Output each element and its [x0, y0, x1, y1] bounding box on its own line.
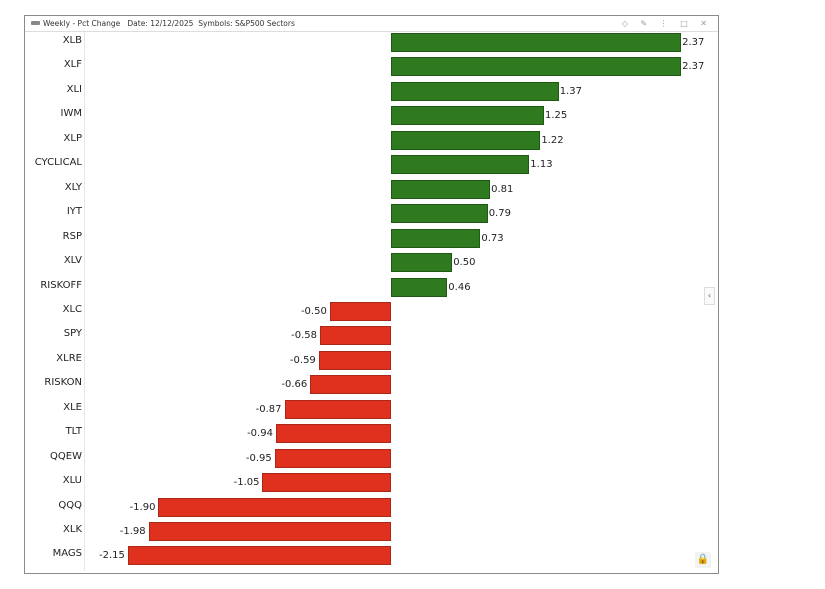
bar[interactable]	[310, 375, 391, 395]
bar[interactable]	[391, 155, 530, 175]
value-label: -1.90	[129, 501, 156, 513]
category-label: XLI	[66, 83, 82, 95]
bar[interactable]	[391, 130, 541, 150]
value-label: -2.15	[98, 550, 125, 562]
bar[interactable]	[391, 228, 481, 248]
bar[interactable]	[391, 204, 488, 224]
value-label: 2.37	[682, 61, 705, 73]
value-label: 1.13	[530, 159, 553, 171]
category-label: XLE	[63, 401, 82, 413]
bar[interactable]	[127, 546, 391, 566]
value-label: -1.05	[233, 477, 260, 489]
lock-icon[interactable]: 🔒	[695, 552, 711, 568]
window-controls[interactable]: ◇ ✎ ⋮ □ ✕	[621, 19, 712, 28]
value-label: -0.66	[281, 379, 308, 391]
bar[interactable]	[391, 179, 491, 199]
category-label: XLC	[62, 303, 82, 315]
collapse-panel-icon[interactable]: ‹	[704, 287, 715, 305]
bar[interactable]	[391, 106, 544, 126]
value-label: 1.25	[545, 110, 568, 122]
category-label: CYCLICAL	[34, 157, 82, 169]
category-label: RISKOFF	[40, 279, 82, 291]
bar[interactable]	[284, 399, 391, 419]
bar[interactable]	[391, 253, 453, 273]
value-label: 0.50	[453, 257, 476, 269]
window-icon	[31, 21, 40, 25]
category-label: RISKON	[44, 377, 82, 389]
category-label: IWM	[60, 108, 82, 120]
value-label: -0.94	[247, 428, 273, 440]
value-label: -0.50	[300, 305, 327, 317]
bar[interactable]	[391, 81, 559, 101]
value-label: -0.58	[291, 330, 318, 342]
chart-window: Weekly - Pct Change Date: 12/12/2025 Sym…	[24, 15, 719, 574]
window-title: Weekly - Pct Change Date: 12/12/2025 Sym…	[43, 19, 295, 28]
category-label: XLF	[63, 59, 82, 71]
category-label: MAGS	[52, 548, 82, 560]
value-label: 0.81	[491, 183, 514, 195]
axis-separator	[84, 32, 85, 571]
value-label: -1.98	[119, 526, 146, 537]
value-label: 0.73	[481, 232, 504, 244]
value-label: 2.37	[682, 37, 705, 48]
category-label: XLK	[63, 524, 82, 535]
category-label: IYT	[66, 206, 82, 218]
bar[interactable]	[158, 497, 391, 517]
category-label: XLV	[63, 255, 82, 267]
category-label: SPY	[63, 328, 82, 340]
category-label: XLP	[63, 132, 82, 144]
bar[interactable]	[262, 473, 391, 493]
category-label: QQEW	[50, 450, 82, 462]
category-label: RSP	[62, 230, 82, 242]
bar[interactable]	[391, 33, 682, 52]
category-label: QQQ	[58, 499, 82, 511]
value-label: -0.95	[245, 452, 272, 464]
value-label: 0.79	[488, 208, 511, 220]
bar[interactable]	[275, 424, 391, 444]
value-label: 1.37	[559, 85, 582, 97]
bar[interactable]	[148, 522, 391, 541]
value-label: -0.87	[255, 403, 282, 415]
bar[interactable]	[329, 301, 391, 321]
category-label: XLU	[62, 475, 82, 487]
category-label: XLB	[62, 35, 82, 46]
category-label: XLY	[64, 181, 82, 193]
value-label: 0.46	[448, 281, 471, 293]
value-label: 1.22	[541, 134, 564, 146]
bar[interactable]	[320, 326, 391, 346]
category-label: XLRE	[56, 352, 82, 364]
title-bar: Weekly - Pct Change Date: 12/12/2025 Sym…	[25, 16, 718, 32]
bar[interactable]	[274, 448, 391, 468]
bar[interactable]	[318, 350, 391, 370]
category-label: TLT	[65, 426, 82, 438]
value-label: -0.59	[289, 354, 316, 366]
bar[interactable]	[391, 277, 448, 297]
bar[interactable]	[391, 57, 682, 77]
